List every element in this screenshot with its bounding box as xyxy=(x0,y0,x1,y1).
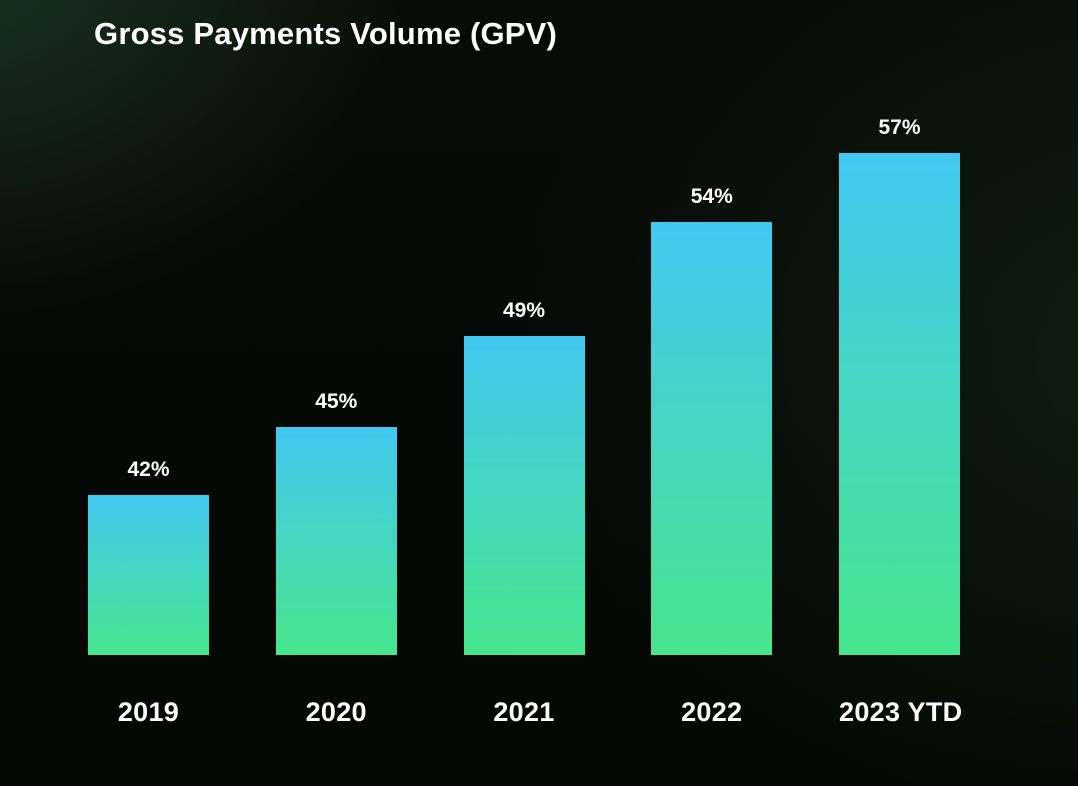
bar-value-label: 54% xyxy=(690,185,733,208)
bar-column-2020: 45% xyxy=(275,390,397,655)
bar-column-2019: 42% xyxy=(88,458,209,655)
x-axis-label: 2020 xyxy=(305,697,367,727)
bar-column-2021: 49% xyxy=(463,299,585,655)
bar-2021 xyxy=(463,336,585,655)
x-axis: 2019 2020 2021 2022 2023 YTD xyxy=(88,697,963,728)
bar-column-2022: 54% xyxy=(651,185,773,655)
bar-chart-plot-area: 42% 45% 49% 54% 57% xyxy=(88,116,960,655)
x-axis-label: 2021 xyxy=(493,697,555,727)
bar-2022 xyxy=(651,222,773,655)
x-axis-label: 2022 xyxy=(681,697,743,727)
bar-value-label: 57% xyxy=(878,116,921,139)
bar-2020 xyxy=(275,427,397,655)
x-axis-label: 2019 xyxy=(117,697,180,727)
chart-title: Gross Payments Volume (GPV) xyxy=(94,16,558,51)
bar-value-label: 45% xyxy=(315,390,358,413)
bar-2023-ytd xyxy=(839,153,960,655)
bar-column-2023-ytd: 57% xyxy=(839,116,960,655)
bar-value-label: 42% xyxy=(127,458,170,481)
x-axis-label: 2023 YTD xyxy=(839,697,963,727)
bar-2019 xyxy=(88,495,209,655)
bar-value-label: 49% xyxy=(502,299,546,322)
